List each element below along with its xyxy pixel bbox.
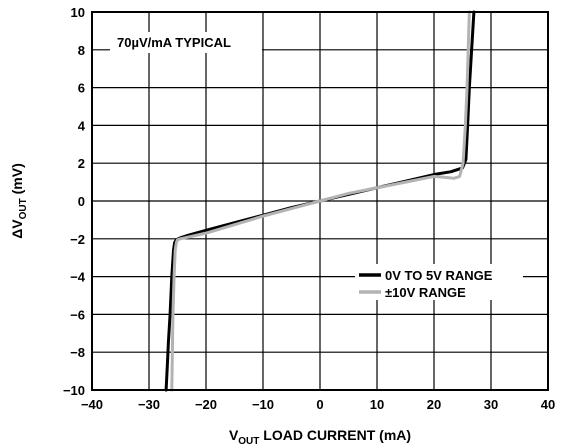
y-axis-label: ΔVOUT (mV) (9, 163, 29, 239)
y-tick-label: 4 (78, 118, 86, 133)
annotation-background (110, 32, 262, 53)
x-axis-label-main: V (229, 427, 239, 443)
x-tick-label: −40 (81, 397, 103, 412)
y-tick-label: 2 (78, 156, 85, 171)
y-tick-label: −2 (70, 232, 85, 247)
x-tick-label: 40 (541, 397, 555, 412)
y-tick-label: −4 (70, 270, 86, 285)
x-tick-label: 0 (316, 397, 323, 412)
x-tick-label: 10 (370, 397, 384, 412)
y-tick-label: 8 (78, 43, 85, 58)
series-group (164, 10, 476, 392)
legend-label-pm10v: ±10V RANGE (385, 285, 466, 300)
y-tick-labels: −10 −8 −6 −4 −2 0 2 4 6 8 10 (63, 5, 86, 398)
x-tick-label: −10 (252, 397, 274, 412)
legend: 0V TO 5V RANGE ±10V RANGE (359, 268, 493, 300)
legend-label-0v-to-5v: 0V TO 5V RANGE (385, 268, 493, 283)
y-tick-label: −6 (70, 307, 85, 322)
legend-background (355, 264, 523, 300)
y-tick-label: −10 (63, 383, 85, 398)
x-axis-label-rest: LOAD CURRENT (mA) (259, 427, 411, 443)
y-tick-label: 0 (78, 194, 85, 209)
y-tick-label: 10 (71, 5, 85, 20)
x-tick-label: −30 (138, 397, 160, 412)
x-tick-label: 30 (484, 397, 498, 412)
plot-frame (91, 11, 549, 391)
series-line-pm10v (170, 10, 471, 392)
y-tick-label: −8 (70, 345, 85, 360)
x-tick-label: 20 (427, 397, 441, 412)
x-tick-label: −20 (195, 397, 217, 412)
y-axis-label-main: ΔV (9, 219, 25, 239)
annotation-typical: 70µV/mA TYPICAL (117, 35, 231, 50)
x-axis-label-subscript: OUT (238, 436, 259, 447)
y-tick-label: 6 (78, 81, 85, 96)
y-axis-label-subscript: OUT (18, 198, 29, 219)
x-axis-label: VOUT LOAD CURRENT (mA) (229, 427, 411, 447)
x-tick-labels: −40 −30 −20 −10 0 10 20 30 40 (81, 397, 555, 412)
y-axis-label-rest: (mV) (9, 163, 25, 198)
